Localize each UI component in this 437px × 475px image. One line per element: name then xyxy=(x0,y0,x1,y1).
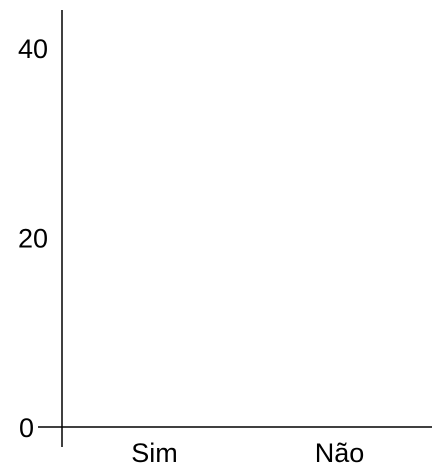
y-tick-label-0: 0 xyxy=(19,413,34,443)
y-tick-label-40: 40 xyxy=(18,34,48,64)
x-tick-label-0: Sim xyxy=(131,438,178,468)
y-ticks-layer: 0 20 40 xyxy=(18,34,48,443)
y-tick-label-20: 20 xyxy=(18,223,48,253)
x-tick-label-1: Não xyxy=(315,438,365,468)
x-ticks-layer: Sim Não xyxy=(131,438,364,468)
axes-layer xyxy=(38,10,432,447)
